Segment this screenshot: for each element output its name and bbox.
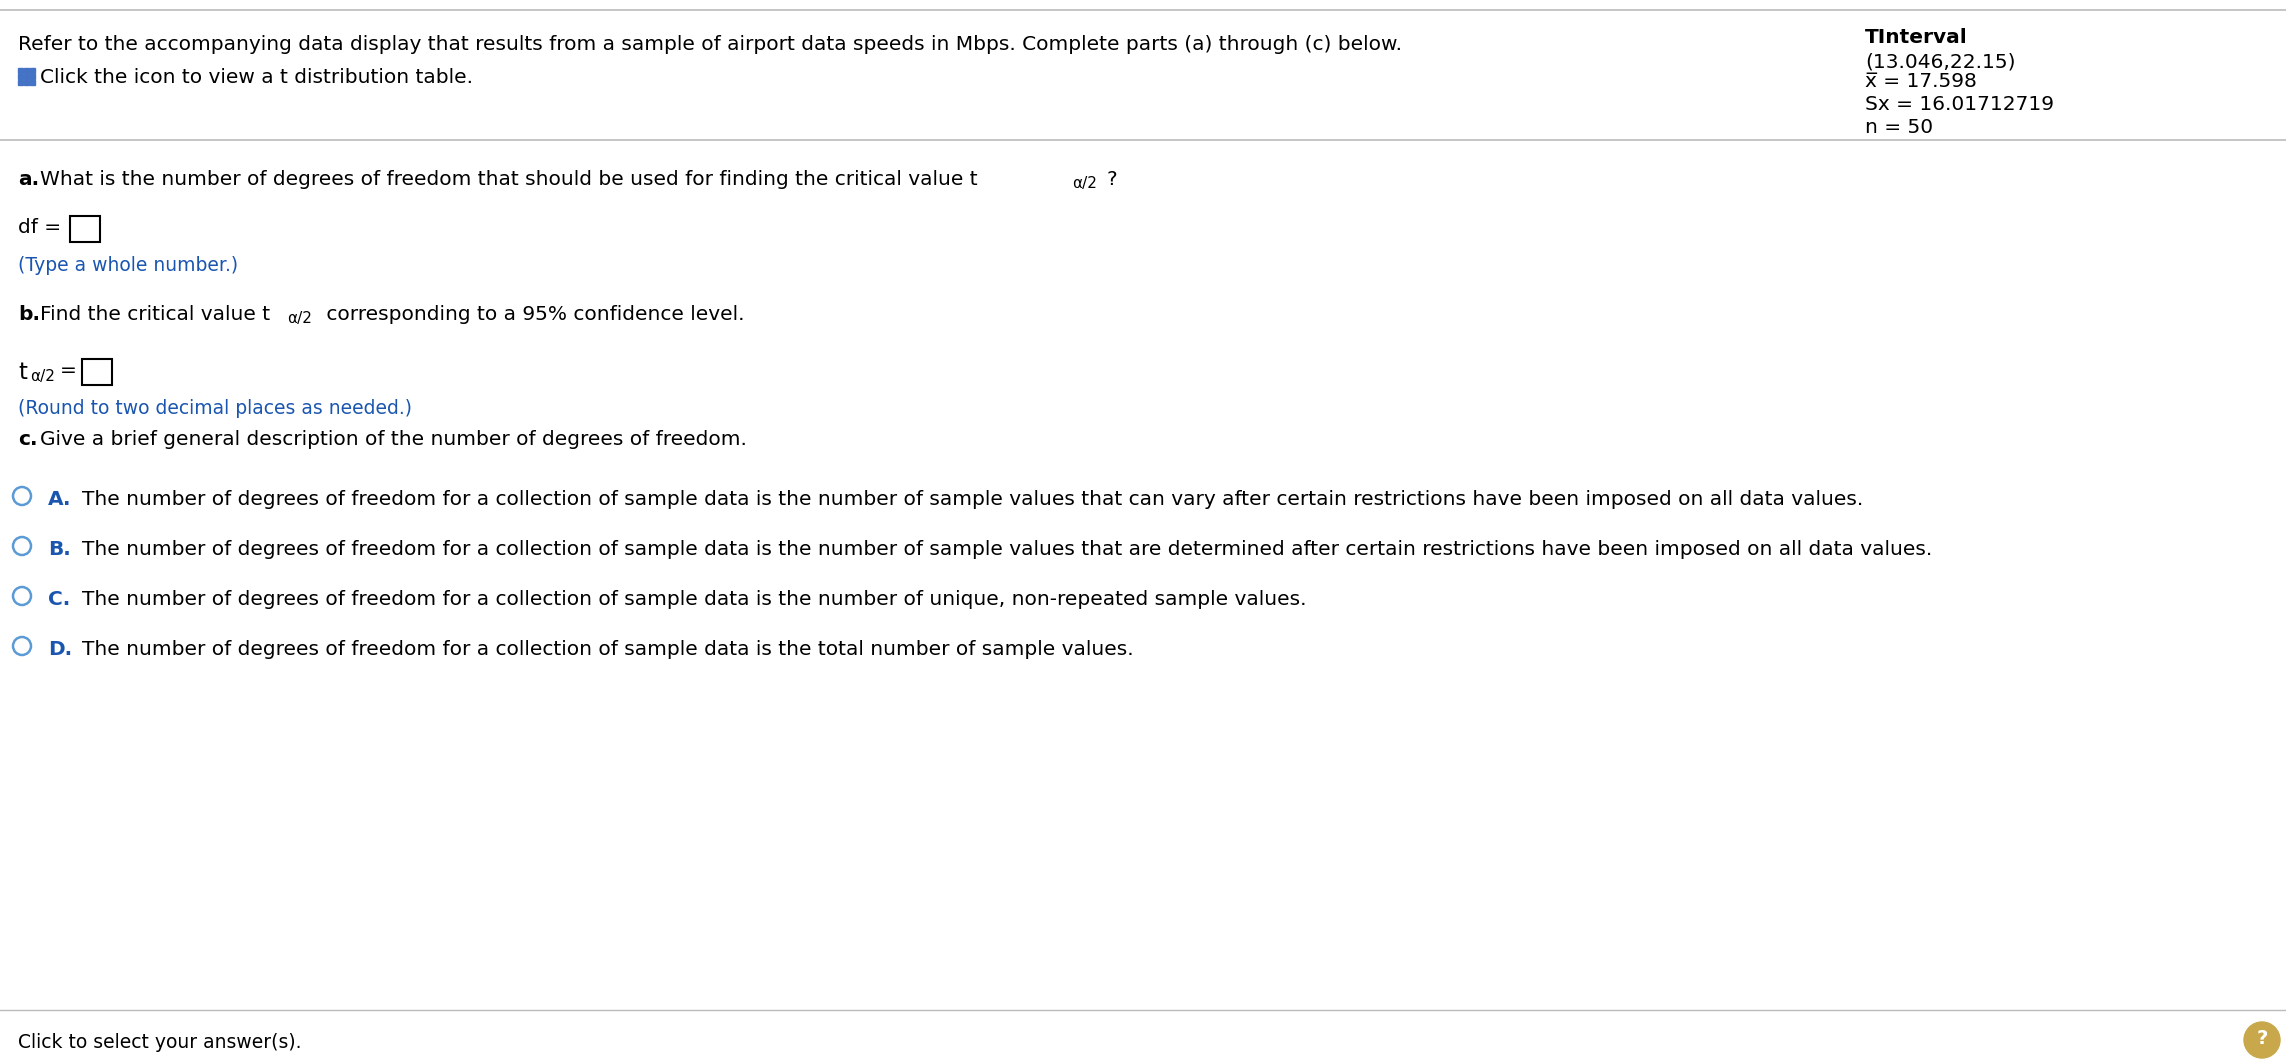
Text: Click to select your answer(s).: Click to select your answer(s).	[18, 1034, 302, 1052]
Text: corresponding to a 95% confidence level.: corresponding to a 95% confidence level.	[320, 305, 745, 324]
Text: C.: C.	[48, 590, 71, 610]
Bar	[23, 74, 30, 80]
Text: B.: B.	[48, 540, 71, 559]
Text: (Type a whole number.): (Type a whole number.)	[18, 257, 238, 275]
Circle shape	[2245, 1022, 2279, 1058]
Text: df =: df =	[18, 218, 62, 237]
Text: n = 50: n = 50	[1865, 118, 1934, 137]
Text: The number of degrees of freedom for a collection of sample data is the total nu: The number of degrees of freedom for a c…	[82, 640, 1134, 659]
Text: α/2: α/2	[288, 311, 311, 326]
Bar	[71, 216, 101, 242]
Text: (13.046,22.15): (13.046,22.15)	[1865, 52, 2016, 71]
Text: TInterval: TInterval	[1865, 28, 1968, 47]
Bar	[30, 68, 34, 73]
Text: Refer to the accompanying data display that results from a sample of airport dat: Refer to the accompanying data display t…	[18, 35, 1401, 54]
Bar	[82, 359, 112, 385]
Text: b.: b.	[18, 305, 39, 324]
Text: α/2: α/2	[1072, 176, 1097, 191]
Bar	[18, 80, 23, 85]
Text: Give a brief general description of the number of degrees of freedom.: Give a brief general description of the …	[39, 430, 748, 449]
Text: α/2: α/2	[30, 369, 55, 384]
Text: Sx = 16.01712719: Sx = 16.01712719	[1865, 95, 2055, 114]
Text: What is the number of degrees of freedom that should be used for finding the cri: What is the number of degrees of freedom…	[39, 170, 978, 189]
Text: D.: D.	[48, 640, 73, 659]
Text: ?: ?	[1106, 170, 1116, 189]
Text: ?: ?	[2256, 1028, 2268, 1047]
Text: a.: a.	[18, 170, 39, 189]
Text: =: =	[59, 361, 78, 379]
Text: A.: A.	[48, 490, 71, 509]
Text: Find the critical value t: Find the critical value t	[39, 305, 270, 324]
Bar	[30, 74, 34, 80]
Text: The number of degrees of freedom for a collection of sample data is the number o: The number of degrees of freedom for a c…	[82, 540, 1932, 559]
Text: The number of degrees of freedom for a collection of sample data is the number o: The number of degrees of freedom for a c…	[82, 590, 1308, 610]
Bar	[23, 80, 30, 85]
Text: (Round to two decimal places as needed.): (Round to two decimal places as needed.)	[18, 399, 411, 418]
Text: Click the icon to view a t distribution table.: Click the icon to view a t distribution …	[39, 68, 473, 87]
Bar	[30, 80, 34, 85]
Bar	[23, 68, 30, 73]
Bar	[18, 68, 23, 73]
Bar	[18, 74, 23, 80]
Text: x̅ = 17.598: x̅ = 17.598	[1865, 72, 1977, 91]
Text: The number of degrees of freedom for a collection of sample data is the number o: The number of degrees of freedom for a c…	[82, 490, 1863, 509]
Text: c.: c.	[18, 430, 37, 449]
Text: t: t	[18, 361, 27, 384]
